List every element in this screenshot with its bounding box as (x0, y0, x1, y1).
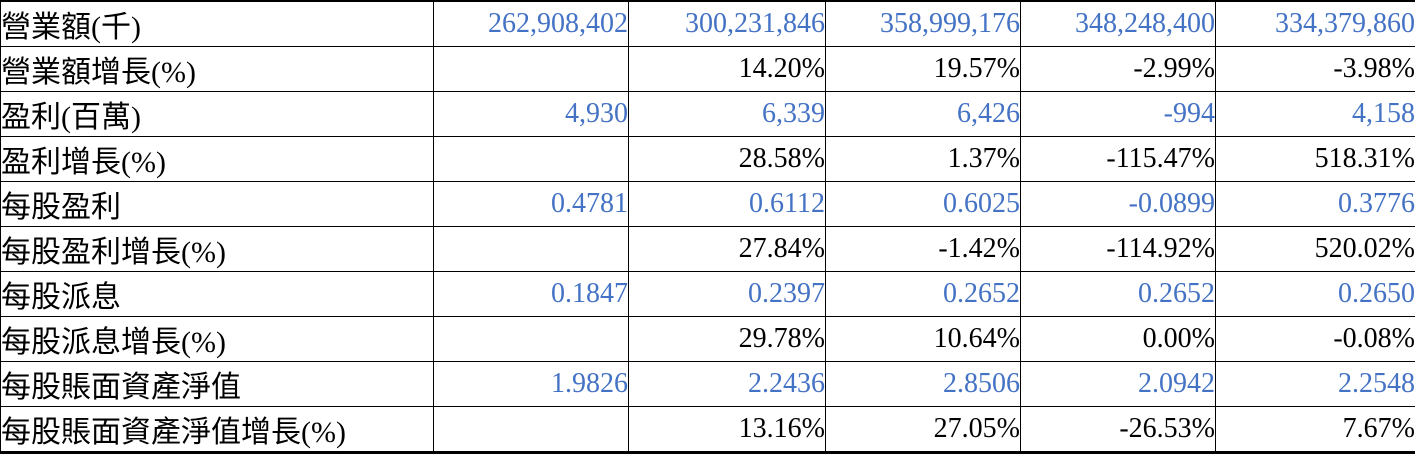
cell-eps-2: 0.6112 (629, 182, 826, 227)
cell-bvps-3: 2.8506 (826, 362, 1021, 407)
cell-revenue-growth-3: 19.57% (826, 47, 1021, 92)
row-label-dps-growth: 每股派息增長(%) (1, 317, 434, 362)
cell-profit-3: 6,426 (826, 92, 1021, 137)
cell-profit-growth-3: 1.37% (826, 137, 1021, 182)
cell-profit-5: 4,158 (1216, 92, 1415, 137)
cell-dps-5: 0.2650 (1216, 272, 1415, 317)
cell-dps-growth-3: 10.64% (826, 317, 1021, 362)
cell-dps-growth-4: 0.00% (1021, 317, 1216, 362)
cell-profit-2: 6,339 (629, 92, 826, 137)
table-row-dps-growth: 每股派息增長(%) 29.78% 10.64% 0.00% -0.08% (1, 317, 1415, 362)
cell-bvps-5: 2.2548 (1216, 362, 1415, 407)
table-row-revenue: 營業額(千) 262,908,402 300,231,846 358,999,1… (1, 1, 1415, 47)
cell-profit-1: 4,930 (434, 92, 629, 137)
table-row-dps: 每股派息 0.1847 0.2397 0.2652 0.2652 0.2650 (1, 272, 1415, 317)
row-label-eps: 每股盈利 (1, 182, 434, 227)
cell-dps-growth-5: -0.08% (1216, 317, 1415, 362)
row-label-profit: 盈利(百萬) (1, 92, 434, 137)
cell-profit-growth-2: 28.58% (629, 137, 826, 182)
cell-dps-growth-1 (434, 317, 629, 362)
cell-dps-1: 0.1847 (434, 272, 629, 317)
row-label-revenue-growth: 營業額增長(%) (1, 47, 434, 92)
cell-bvps-4: 2.0942 (1021, 362, 1216, 407)
table-row-revenue-growth: 營業額增長(%) 14.20% 19.57% -2.99% -3.98% (1, 47, 1415, 92)
row-label-dps: 每股派息 (1, 272, 434, 317)
cell-eps-3: 0.6025 (826, 182, 1021, 227)
row-label-revenue: 營業額(千) (1, 1, 434, 47)
cell-eps-1: 0.4781 (434, 182, 629, 227)
table-row-profit-growth: 盈利增長(%) 28.58% 1.37% -115.47% 518.31% (1, 137, 1415, 182)
cell-profit-4: -994 (1021, 92, 1216, 137)
cell-revenue-growth-4: -2.99% (1021, 47, 1216, 92)
row-label-bvps: 每股賬面資產淨值 (1, 362, 434, 407)
cell-eps-growth-2: 27.84% (629, 227, 826, 272)
cell-revenue-growth-1 (434, 47, 629, 92)
cell-eps-4: -0.0899 (1021, 182, 1216, 227)
cell-revenue-4: 348,248,400 (1021, 1, 1216, 47)
cell-bvps-growth-3: 27.05% (826, 407, 1021, 453)
cell-eps-growth-3: -1.42% (826, 227, 1021, 272)
cell-revenue-2: 300,231,846 (629, 1, 826, 47)
cell-bvps-growth-5: 7.67% (1216, 407, 1415, 453)
table-row-bvps-growth: 每股賬面資產淨值增長(%) 13.16% 27.05% -26.53% 7.67… (1, 407, 1415, 453)
cell-revenue-growth-5: -3.98% (1216, 47, 1415, 92)
cell-bvps-growth-4: -26.53% (1021, 407, 1216, 453)
cell-dps-4: 0.2652 (1021, 272, 1216, 317)
row-label-eps-growth: 每股盈利增長(%) (1, 227, 434, 272)
cell-bvps-growth-1 (434, 407, 629, 453)
table-row-eps: 每股盈利 0.4781 0.6112 0.6025 -0.0899 0.3776 (1, 182, 1415, 227)
cell-bvps-growth-2: 13.16% (629, 407, 826, 453)
cell-revenue-3: 358,999,176 (826, 1, 1021, 47)
cell-dps-2: 0.2397 (629, 272, 826, 317)
table-row-bvps: 每股賬面資產淨值 1.9826 2.2436 2.8506 2.0942 2.2… (1, 362, 1415, 407)
row-label-bvps-growth: 每股賬面資產淨值增長(%) (1, 407, 434, 453)
cell-bvps-1: 1.9826 (434, 362, 629, 407)
cell-eps-5: 0.3776 (1216, 182, 1415, 227)
cell-profit-growth-4: -115.47% (1021, 137, 1216, 182)
cell-dps-growth-2: 29.78% (629, 317, 826, 362)
cell-profit-growth-5: 518.31% (1216, 137, 1415, 182)
cell-eps-growth-4: -114.92% (1021, 227, 1216, 272)
cell-dps-3: 0.2652 (826, 272, 1021, 317)
row-label-profit-growth: 盈利增長(%) (1, 137, 434, 182)
cell-eps-growth-1 (434, 227, 629, 272)
table-row-profit: 盈利(百萬) 4,930 6,339 6,426 -994 4,158 (1, 92, 1415, 137)
cell-revenue-5: 334,379,860 (1216, 1, 1415, 47)
table-row-eps-growth: 每股盈利增長(%) 27.84% -1.42% -114.92% 520.02% (1, 227, 1415, 272)
cell-eps-growth-5: 520.02% (1216, 227, 1415, 272)
cell-bvps-2: 2.2436 (629, 362, 826, 407)
cell-profit-growth-1 (434, 137, 629, 182)
cell-revenue-growth-2: 14.20% (629, 47, 826, 92)
cell-revenue-1: 262,908,402 (434, 1, 629, 47)
